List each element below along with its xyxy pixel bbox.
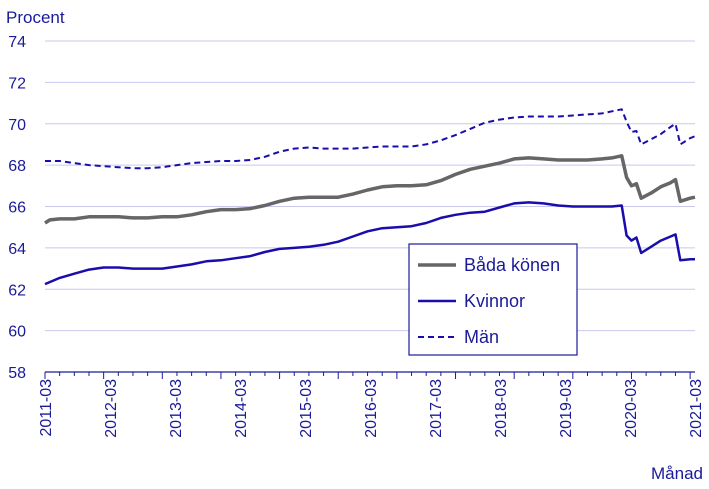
legend-box (408, 243, 578, 356)
x-tick-label: 2015-03 (298, 379, 315, 438)
y-tick-label: 66 (8, 200, 26, 217)
x-tick-label: 2014-03 (233, 379, 250, 438)
legend-label: Kvinnor (464, 291, 525, 311)
y-tick-label: 74 (8, 34, 26, 51)
x-tick-label: 2018-03 (493, 379, 510, 438)
y-tick-label: 58 (8, 365, 26, 382)
legend-label: Män (464, 327, 499, 347)
legend-label: Båda könen (464, 255, 560, 275)
y-tick-labels: 58 60 62 64 66 68 70 72 74 (8, 34, 26, 382)
x-tick-label: 2020-03 (623, 379, 640, 438)
series-line-män (45, 108, 696, 170)
y-tick-label: 60 (8, 324, 26, 341)
x-tick-label: 2011-03 (38, 379, 55, 437)
series-lines (44, 108, 696, 286)
x-tick-labels: 2011-03 2012-03 2013-03 2014-03 2015-03 2016-… (38, 372, 705, 438)
x-tick-label: 2013-03 (168, 379, 185, 438)
y-tick-label: 72 (8, 75, 26, 92)
series-line-kvinnor (44, 201, 695, 286)
y-axis-title: Procent (6, 8, 65, 27)
x-tick-label: 2012-03 (103, 379, 120, 438)
y-tick-label: 64 (8, 241, 26, 258)
grid-lines (45, 40, 695, 332)
y-tick-label: 62 (8, 282, 26, 299)
x-tick-label: 2017-03 (428, 379, 445, 438)
x-tick-label: 2021-03 (688, 379, 705, 438)
series-line-båda-könen (44, 154, 696, 225)
x-axis-title: Månad (651, 464, 703, 483)
legend: Båda könen Kvinnor Män (408, 243, 578, 356)
x-tick-label: 2019-03 (558, 379, 575, 438)
y-tick-label: 70 (8, 117, 26, 134)
x-tick-label: 2016-03 (363, 379, 380, 438)
y-tick-label: 68 (8, 158, 26, 175)
